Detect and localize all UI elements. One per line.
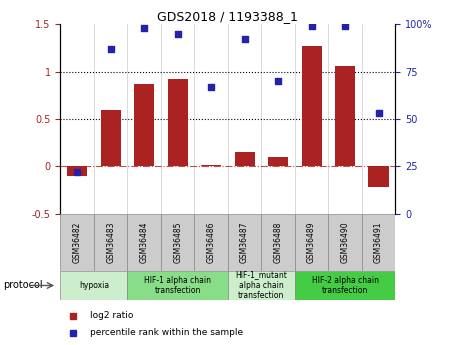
Text: GSM36484: GSM36484 [140, 221, 149, 263]
Text: GSM36488: GSM36488 [273, 222, 283, 263]
Text: log2 ratio: log2 ratio [90, 311, 133, 320]
Text: GSM36486: GSM36486 [206, 221, 216, 263]
Point [107, 46, 114, 51]
Bar [228, 271, 295, 300]
Text: GSM36482: GSM36482 [73, 222, 82, 263]
Bar [161, 214, 194, 271]
Text: HIF-1_mutant
alpha chain
transfection: HIF-1_mutant alpha chain transfection [235, 270, 287, 300]
Text: GSM36490: GSM36490 [340, 221, 350, 263]
Point [308, 23, 315, 29]
Text: percentile rank within the sample: percentile rank within the sample [90, 328, 243, 337]
Bar [335, 66, 355, 167]
Text: GSM36487: GSM36487 [240, 221, 249, 263]
Title: GDS2018 / 1193388_1: GDS2018 / 1193388_1 [158, 10, 298, 23]
Bar [67, 167, 87, 176]
Bar [127, 271, 228, 300]
Text: hypoxia: hypoxia [79, 281, 109, 290]
Bar [60, 214, 94, 271]
Bar [100, 110, 121, 167]
Point [174, 31, 181, 36]
Point [73, 169, 81, 175]
Bar [201, 165, 221, 167]
Bar [368, 167, 389, 187]
Point [341, 23, 349, 29]
Bar [234, 152, 255, 167]
Bar [194, 214, 228, 271]
Text: GSM36485: GSM36485 [173, 221, 182, 263]
Text: protocol: protocol [4, 280, 43, 290]
Text: HIF-2 alpha chain
transfection: HIF-2 alpha chain transfection [312, 276, 379, 295]
Bar [268, 157, 288, 167]
Bar [362, 214, 395, 271]
Bar [295, 271, 395, 300]
Text: GSM36489: GSM36489 [307, 221, 316, 263]
Point [207, 84, 215, 89]
Bar [228, 214, 261, 271]
Text: GSM36483: GSM36483 [106, 221, 115, 263]
Bar [301, 46, 322, 167]
Bar [94, 214, 127, 271]
Point [241, 37, 248, 42]
Text: GSM36491: GSM36491 [374, 221, 383, 263]
Point [274, 78, 282, 84]
Bar [167, 79, 188, 167]
Text: HIF-1 alpha chain
transfection: HIF-1 alpha chain transfection [144, 276, 211, 295]
Bar [60, 271, 127, 300]
Point [375, 110, 382, 116]
Bar [134, 84, 154, 167]
Bar [295, 214, 328, 271]
Bar [328, 214, 362, 271]
Point [140, 25, 148, 31]
Bar [261, 214, 295, 271]
Bar [127, 214, 161, 271]
